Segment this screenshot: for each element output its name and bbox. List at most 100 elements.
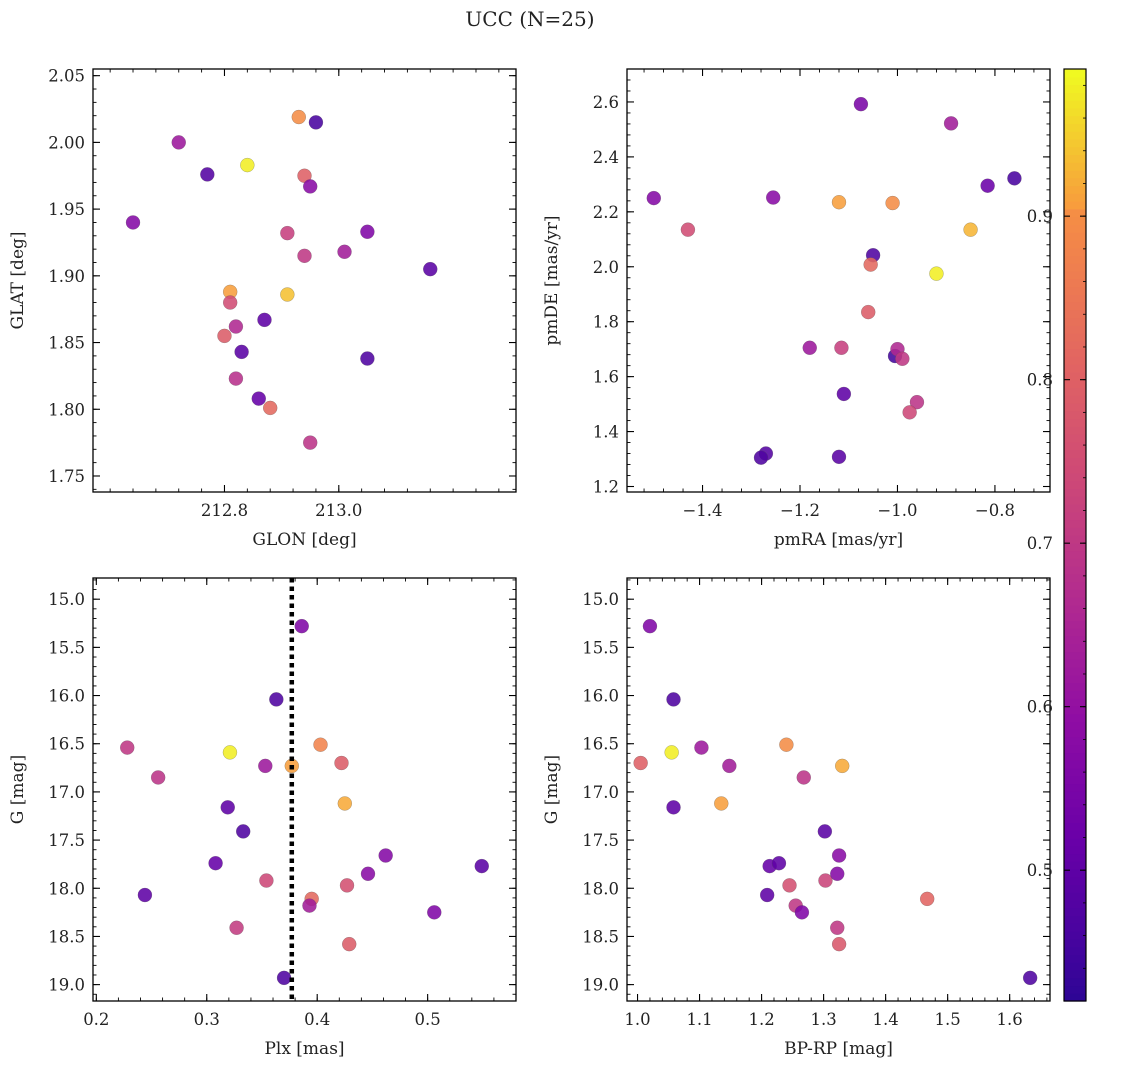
scatter-point [360, 224, 375, 239]
x-tick-label: 1.0 [624, 1010, 650, 1029]
y-tick-label: 1.85 [48, 334, 85, 353]
colorbar-strip [1064, 247, 1086, 256]
plot-frame [626, 68, 1051, 493]
scatter-point [963, 222, 978, 237]
y-tick-label: 18.5 [582, 927, 619, 946]
colorbar-strip [1064, 892, 1086, 901]
colorbar-strip [1064, 239, 1086, 249]
colorbar-strip [1064, 868, 1086, 878]
colorbar-strip [1064, 690, 1086, 699]
scatter-point [137, 887, 153, 903]
y-tick-label: 2.0 [593, 258, 619, 277]
colorbar-strip [1064, 713, 1086, 722]
x-tick-label: 213.0 [315, 501, 362, 520]
colorbar-strip [1064, 969, 1086, 979]
colorbar-strip [1064, 488, 1086, 497]
colorbar-strip [1064, 387, 1086, 396]
colorbar-strip [1064, 760, 1086, 769]
scatter-point [236, 824, 251, 839]
scatter-point [779, 737, 794, 752]
scatter-points [120, 618, 489, 986]
colorbar-strip [1064, 635, 1086, 645]
colorbar-strip [1064, 162, 1086, 171]
colorbar-strip [1064, 573, 1086, 583]
x-axis-label: Plx [mas] [264, 1039, 344, 1059]
colorbar-strip [1064, 107, 1086, 117]
colorbar-strip [1064, 193, 1086, 202]
colorbar-strip [1064, 876, 1086, 886]
colorbar-tick-label: 0.9 [1027, 207, 1053, 226]
scatter-points [125, 109, 438, 450]
scatter-point [831, 936, 847, 952]
scatter-point [280, 225, 295, 241]
scatter-point [342, 936, 357, 952]
colorbar-strip [1064, 503, 1086, 513]
colorbar-strip [1064, 752, 1086, 761]
scatter-point [257, 312, 272, 328]
colorbar-strip [1064, 84, 1086, 93]
scatter-point [220, 800, 235, 815]
colorbar-strip [1064, 278, 1086, 288]
x-tick-label: 1.1 [686, 1010, 712, 1029]
colorbar-strip [1064, 923, 1086, 932]
scatter-point [251, 391, 266, 406]
colorbar-strip [1064, 900, 1086, 909]
scatter-point [943, 116, 959, 131]
scatter-point [474, 858, 489, 874]
scatter-point [830, 920, 845, 935]
colorbar-strip [1064, 861, 1086, 870]
colorbar-strip [1064, 775, 1086, 785]
scatter-point [1007, 171, 1022, 186]
colorbar-strip [1064, 806, 1086, 816]
y-tick-label: 1.90 [48, 267, 85, 286]
colorbar-strip [1064, 814, 1086, 823]
x-tick-label: 212.8 [201, 501, 248, 520]
x-tick-label: 1.2 [748, 1010, 774, 1029]
x-axis-label: GLON [deg] [252, 530, 356, 550]
colorbar-strip [1064, 799, 1086, 808]
y-tick-label: 19.0 [48, 976, 85, 995]
scatter-point [666, 800, 681, 815]
colorbar-strip [1064, 993, 1086, 1002]
colorbar-strip [1064, 201, 1086, 210]
y-tick-label: 2.05 [48, 67, 85, 86]
scatter-point [834, 340, 849, 355]
scatter-point [308, 115, 324, 130]
colorbar-strip [1064, 441, 1086, 451]
colorbar-strip [1064, 721, 1086, 730]
colorbar-strip [1064, 566, 1086, 575]
y-tick-label: 1.6 [593, 368, 619, 387]
colorbar-strip [1064, 511, 1086, 521]
y-axis-label: pmDE [mas/yr] [542, 215, 562, 345]
scatter-point [765, 190, 781, 205]
colorbar-strip [1064, 100, 1086, 109]
scatter-point [794, 905, 810, 920]
scatter-point [150, 770, 166, 785]
scatter-point [861, 304, 876, 320]
scatter-point [902, 405, 917, 420]
colorbar-strip [1064, 76, 1086, 86]
scatter-point [303, 179, 318, 194]
colorbar-strip [1064, 395, 1086, 404]
colorbar-tick-label: 0.6 [1027, 698, 1053, 717]
y-tick-label: 1.80 [48, 400, 85, 419]
colorbar-strip [1064, 736, 1086, 746]
y-tick-label: 15.0 [48, 590, 85, 609]
colorbar-strip [1064, 946, 1086, 955]
x-tick-label: 1.3 [810, 1010, 836, 1029]
scatter-point [836, 386, 852, 402]
colorbar-strip [1064, 115, 1086, 124]
y-tick-label: 2.6 [593, 93, 619, 112]
colorbar-strip [1064, 845, 1086, 855]
scatter-point [831, 449, 847, 465]
scatter-point [835, 758, 850, 774]
colorbar-strip [1064, 643, 1086, 653]
colorbar-tick-label: 0.8 [1027, 371, 1053, 390]
colorbar-strip [1064, 651, 1086, 660]
colorbar-strip [1064, 597, 1086, 606]
scatter-point [276, 970, 292, 986]
y-tick-label: 18.0 [48, 879, 85, 898]
y-tick-label: 17.0 [48, 783, 85, 802]
x-tick-label: 0.5 [415, 1010, 441, 1029]
colorbar-strip [1064, 527, 1086, 536]
